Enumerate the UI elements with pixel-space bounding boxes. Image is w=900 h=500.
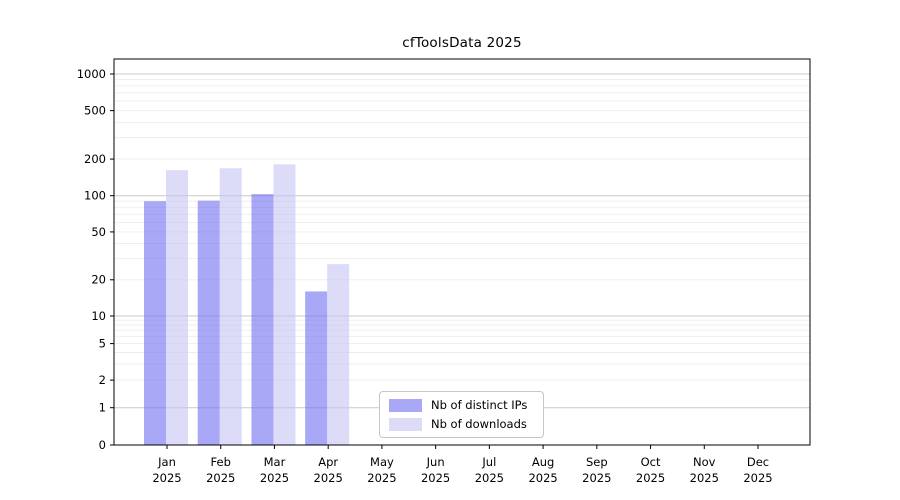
bar-nb-of-downloads-mar	[273, 164, 296, 445]
y-tick-label: 100	[84, 189, 106, 203]
x-tick-label-year: 2025	[690, 471, 719, 485]
bar-nb-of-distinct-ips-apr	[305, 291, 328, 445]
y-tick-label: 2	[99, 373, 106, 387]
x-tick-label-month: Feb	[211, 455, 231, 469]
legend-item-distinct-ips: Nb of distinct IPs	[389, 398, 534, 412]
x-tick-label-month: Jun	[426, 455, 445, 469]
x-tick-label-month: Dec	[747, 455, 769, 469]
y-tick-label: 0	[99, 438, 106, 452]
x-tick-label-month: Aug	[532, 455, 554, 469]
y-tick-label: 1000	[77, 67, 106, 81]
y-tick-label: 1	[99, 401, 106, 415]
plot-frame	[113, 58, 811, 446]
y-tick-label: 200	[84, 152, 106, 166]
x-tick-label-year: 2025	[367, 471, 396, 485]
bar-nb-of-distinct-ips-jan	[144, 201, 166, 445]
bar-nb-of-downloads-feb	[219, 168, 242, 446]
y-tick-label: 50	[91, 225, 106, 239]
x-tick-label-month: May	[370, 455, 394, 469]
bar-nb-of-downloads-jan	[166, 170, 188, 445]
x-tick-label-month: Mar	[264, 455, 286, 469]
y-tick-label: 10	[91, 309, 106, 323]
legend-label-downloads: Nb of downloads	[431, 417, 527, 431]
x-tick-label-year: 2025	[314, 471, 343, 485]
legend-item-downloads: Nb of downloads	[389, 417, 534, 431]
x-tick-label-month: Apr	[318, 455, 338, 469]
x-tick-label-year: 2025	[421, 471, 450, 485]
x-tick-label-month: Jan	[157, 455, 176, 469]
x-tick-label-month: Sep	[586, 455, 608, 469]
x-tick-label-month: Oct	[641, 455, 661, 469]
legend-swatch-downloads	[389, 417, 422, 431]
legend-label-distinct-ips: Nb of distinct IPs	[431, 398, 528, 412]
y-tick-label: 500	[84, 104, 106, 118]
x-tick-label-year: 2025	[475, 471, 504, 485]
x-tick-label-year: 2025	[582, 471, 611, 485]
x-tick-label-month: Jul	[481, 455, 496, 469]
bar-nb-of-distinct-ips-feb	[197, 200, 220, 445]
x-tick-label-year: 2025	[743, 471, 772, 485]
x-tick-label-year: 2025	[528, 471, 557, 485]
x-tick-label-year: 2025	[260, 471, 289, 485]
chart-title: cfToolsData 2025	[402, 35, 522, 51]
bar-nb-of-downloads-apr	[327, 264, 350, 445]
y-tick-label: 20	[91, 273, 106, 287]
legend: Nb of distinct IPs Nb of downloads	[379, 391, 544, 438]
x-tick-label-year: 2025	[152, 471, 181, 485]
legend-swatch-distinct-ips	[389, 398, 422, 412]
y-tick-label: 5	[99, 337, 106, 351]
x-tick-label-month: Nov	[693, 455, 716, 469]
bar-nb-of-distinct-ips-mar	[251, 194, 274, 445]
x-tick-label-year: 2025	[636, 471, 665, 485]
x-tick-label-year: 2025	[206, 471, 235, 485]
